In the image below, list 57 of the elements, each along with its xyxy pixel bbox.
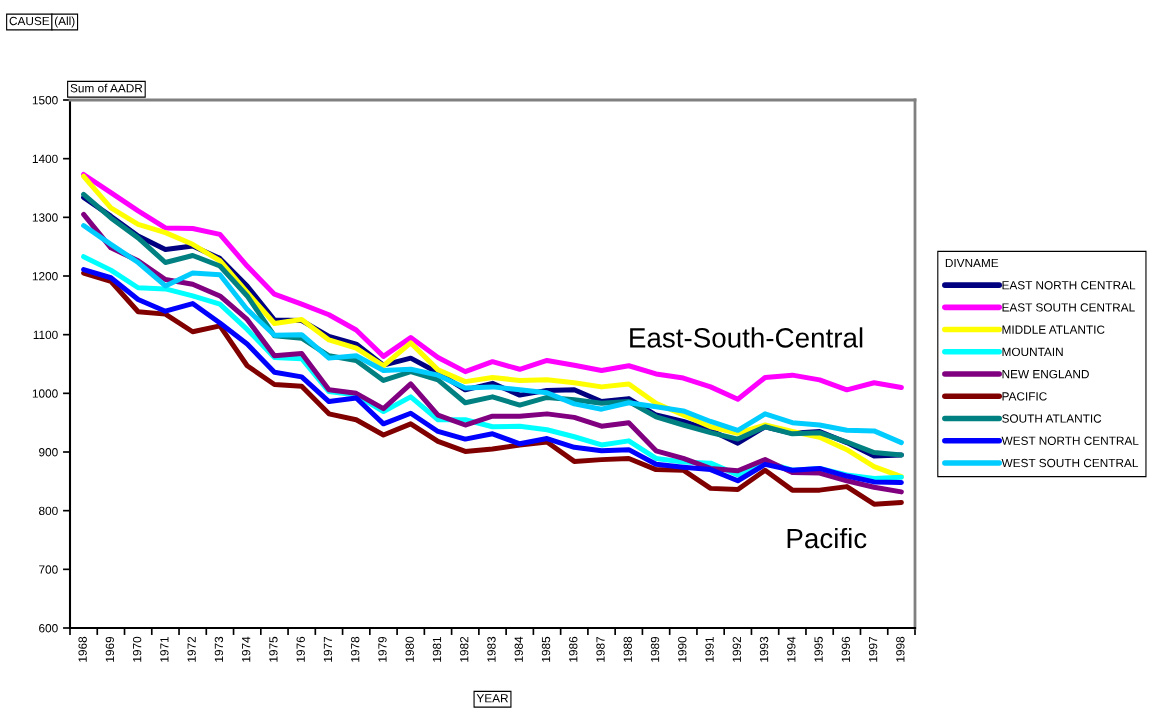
legend-label: PACIFIC xyxy=(1002,392,1047,401)
text: CAUSE xyxy=(9,16,50,26)
annotation: East-South-Central xyxy=(630,327,863,348)
y-tick-label: 1200 xyxy=(32,272,58,281)
x-tick-label: 1975 xyxy=(269,636,278,662)
x-tick-label: 1978 xyxy=(351,636,360,662)
legend-title: DIVNAME xyxy=(945,258,999,268)
legend-label: EAST SOUTH CENTRAL xyxy=(1002,303,1135,312)
x-tick-label: 1987 xyxy=(596,636,605,662)
x-tick-label: 1981 xyxy=(432,636,442,662)
x-axis-title: YEAR xyxy=(476,694,509,703)
y-tick-label: 600 xyxy=(39,624,58,633)
y-tick-label: 900 xyxy=(39,448,58,457)
x-tick-label: 1971 xyxy=(160,636,169,662)
x-tick-label: 1969 xyxy=(105,636,115,662)
legend-label: NEW ENGLAND xyxy=(1002,369,1089,379)
y-axis-title: Sum of AADR xyxy=(70,83,143,93)
x-tick-label: 1989 xyxy=(650,636,660,662)
y-tick-label: 700 xyxy=(39,565,58,574)
y-tick-label: 1300 xyxy=(32,213,58,222)
x-tick-label: 1992 xyxy=(732,636,741,662)
legend-label: EAST NORTH CENTRAL xyxy=(1002,281,1136,290)
annotation: Pacific xyxy=(787,527,867,549)
legend-label: WEST SOUTH CENTRAL xyxy=(1001,458,1139,468)
legend-label: MIDDLE ATLANTIC xyxy=(1002,325,1105,334)
legend-label: WEST NORTH CENTRAL xyxy=(1001,436,1139,445)
y-tick-label: 1100 xyxy=(33,330,58,340)
x-tick-label: 1985 xyxy=(541,636,551,662)
x-tick-label: 1984 xyxy=(514,636,523,662)
x-tick-label: 1997 xyxy=(868,636,878,662)
x-tick-label: 1995 xyxy=(814,636,823,662)
x-tick-label: 1973 xyxy=(214,636,224,662)
y-tick-label: 1000 xyxy=(32,389,58,398)
y-tick-label: 800 xyxy=(39,506,58,516)
x-tick-label: 1976 xyxy=(296,636,305,662)
x-tick-label: 1968 xyxy=(78,636,87,662)
x-tick-label: 1970 xyxy=(132,636,142,662)
y-tick-label: 1400 xyxy=(32,154,58,164)
x-tick-label: 1979 xyxy=(378,636,387,662)
x-tick-label: 1994 xyxy=(787,636,796,662)
y-tick-label: 1500 xyxy=(32,96,58,105)
x-tick-label: 1982 xyxy=(460,636,469,662)
legend-label: MOUNTAIN xyxy=(1002,347,1063,357)
legend-label: SOUTH ATLANTIC xyxy=(1002,414,1102,423)
x-tick-label: 1988 xyxy=(623,636,632,662)
x-tick-label: 1972 xyxy=(187,636,196,662)
x-tick-label: 1977 xyxy=(323,636,333,662)
x-tick-label: 1986 xyxy=(569,636,578,662)
x-tick-label: 1974 xyxy=(241,636,251,662)
x-tick-label: 1980 xyxy=(405,636,414,662)
x-tick-label: 1991 xyxy=(705,636,714,662)
x-tick-label: 1996 xyxy=(841,636,851,662)
x-tick-label: 1998 xyxy=(896,636,905,662)
x-tick-label: 1990 xyxy=(678,636,687,662)
x-tick-label: 1983 xyxy=(487,636,496,662)
text: (All) xyxy=(54,16,75,28)
x-tick-label: 1993 xyxy=(759,636,769,662)
